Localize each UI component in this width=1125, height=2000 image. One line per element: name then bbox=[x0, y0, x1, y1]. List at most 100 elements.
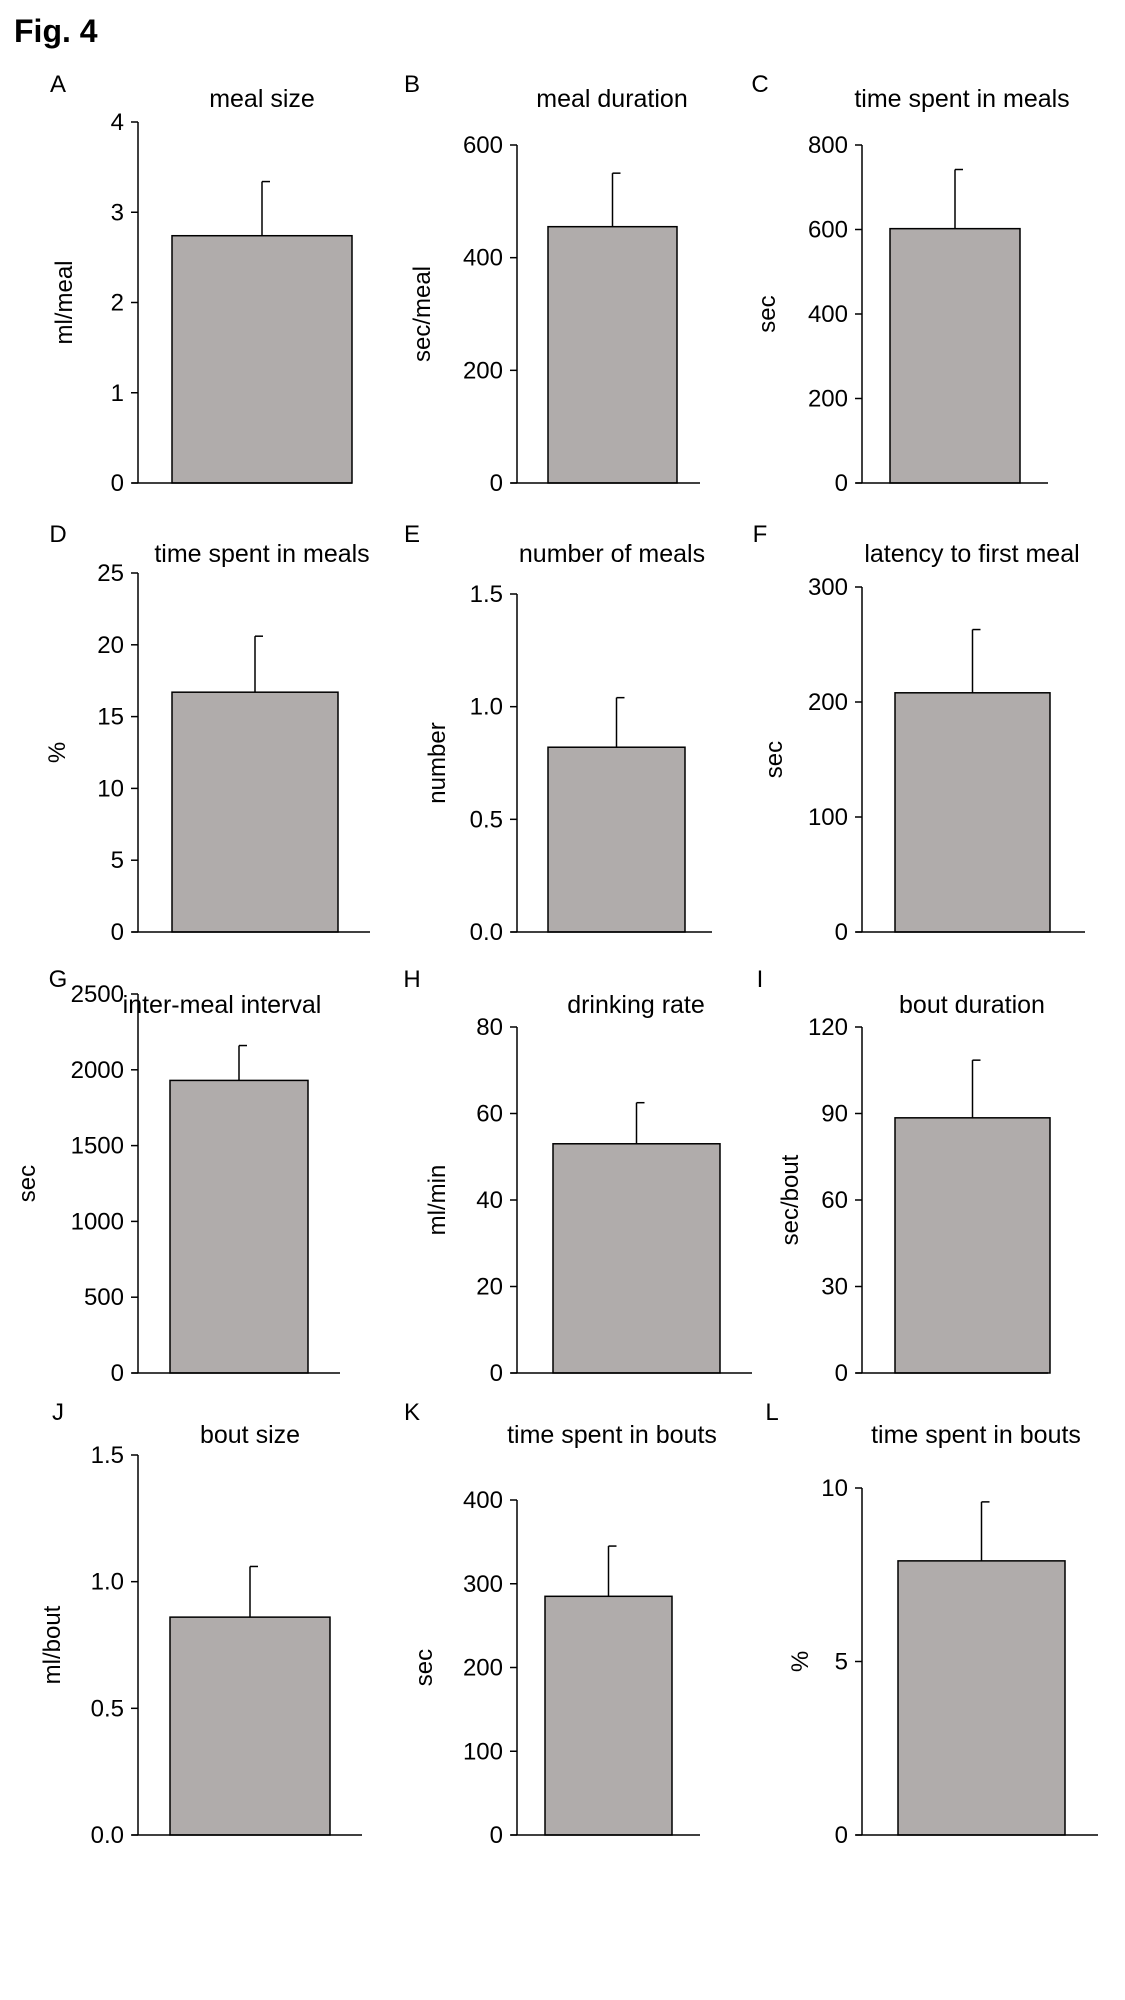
panel-letter: C bbox=[751, 71, 768, 98]
y-tick-label: 200 bbox=[463, 357, 503, 384]
y-tick-label: 0 bbox=[835, 470, 848, 497]
panel-letter: H bbox=[403, 966, 420, 993]
bar bbox=[552, 1143, 721, 1374]
panel-title: meal size bbox=[209, 85, 315, 113]
y-tick-label: 80 bbox=[476, 1014, 503, 1041]
y-tick-label: 25 bbox=[97, 560, 124, 587]
y-tick-label: 1.5 bbox=[91, 1442, 124, 1469]
bar bbox=[894, 692, 1051, 933]
bar bbox=[171, 691, 339, 933]
y-axis-label: sec/bout bbox=[777, 1154, 804, 1245]
y-tick-label: 100 bbox=[808, 804, 848, 831]
panel-title: meal duration bbox=[536, 85, 687, 113]
panel-title: bout duration bbox=[899, 991, 1045, 1019]
y-tick-label: 60 bbox=[821, 1187, 848, 1214]
y-tick-label: 200 bbox=[808, 386, 848, 413]
y-tick-label: 4 bbox=[111, 109, 124, 136]
y-tick-label: 10 bbox=[821, 1475, 848, 1502]
bar bbox=[169, 1616, 331, 1836]
panel-letter: B bbox=[404, 71, 420, 98]
panel-title: time spent in meals bbox=[854, 85, 1069, 113]
y-tick-label: 90 bbox=[821, 1101, 848, 1128]
panel-letter: G bbox=[49, 966, 68, 993]
y-tick-label: 20 bbox=[97, 632, 124, 659]
y-tick-label: 2000 bbox=[71, 1057, 124, 1084]
y-tick-label: 3 bbox=[111, 199, 124, 226]
panel-title: time spent in bouts bbox=[507, 1421, 717, 1449]
y-tick-label: 100 bbox=[463, 1738, 503, 1765]
y-tick-label: 10 bbox=[97, 775, 124, 802]
y-axis-label: % bbox=[44, 742, 71, 763]
y-tick-label: 2500 bbox=[71, 981, 124, 1008]
y-tick-label: 300 bbox=[463, 1571, 503, 1598]
y-tick-label: 600 bbox=[808, 217, 848, 244]
y-tick-label: 0.5 bbox=[470, 806, 503, 833]
y-tick-label: 30 bbox=[821, 1274, 848, 1301]
y-tick-label: 1.5 bbox=[470, 581, 503, 608]
y-tick-label: 0 bbox=[490, 470, 503, 497]
bar bbox=[889, 227, 1021, 484]
panel-title: drinking rate bbox=[567, 991, 705, 1019]
y-axis-label: sec bbox=[761, 741, 788, 778]
panel-title: latency to first meal bbox=[864, 540, 1079, 568]
y-tick-label: 0 bbox=[490, 1822, 503, 1849]
y-tick-label: 15 bbox=[97, 704, 124, 731]
panel-letter: L bbox=[765, 1399, 778, 1426]
y-axis-label: sec bbox=[754, 295, 781, 332]
panel-title: inter-meal interval bbox=[123, 991, 322, 1019]
y-tick-label: 400 bbox=[808, 301, 848, 328]
y-tick-label: 0 bbox=[111, 1360, 124, 1387]
y-tick-label: 200 bbox=[808, 689, 848, 716]
panel-title: time spent in bouts bbox=[871, 1421, 1081, 1449]
y-tick-label: 200 bbox=[463, 1655, 503, 1682]
bar bbox=[169, 1079, 309, 1374]
y-tick-label: 500 bbox=[84, 1284, 124, 1311]
bar bbox=[547, 746, 686, 933]
panel-letter: F bbox=[753, 521, 768, 548]
y-axis-label: sec bbox=[14, 1165, 41, 1202]
bar bbox=[544, 1595, 673, 1836]
y-tick-label: 1.0 bbox=[91, 1569, 124, 1596]
figure-label: Fig. 4 bbox=[14, 13, 98, 49]
y-tick-label: 800 bbox=[808, 132, 848, 159]
y-tick-label: 5 bbox=[835, 1649, 848, 1676]
y-tick-label: 60 bbox=[476, 1101, 503, 1128]
y-tick-label: 1 bbox=[111, 380, 124, 407]
y-tick-label: 1000 bbox=[71, 1208, 124, 1235]
y-tick-label: 2 bbox=[111, 290, 124, 317]
panel-title: number of meals bbox=[519, 540, 705, 568]
y-tick-label: 20 bbox=[476, 1274, 503, 1301]
bar bbox=[171, 234, 353, 484]
y-axis-label: ml/meal bbox=[51, 260, 78, 344]
y-tick-label: 0.0 bbox=[91, 1822, 124, 1849]
panel-letter: J bbox=[52, 1399, 64, 1426]
bar bbox=[894, 1117, 1051, 1374]
y-tick-label: 120 bbox=[808, 1014, 848, 1041]
y-axis-label: % bbox=[787, 1651, 814, 1672]
panel-letter: D bbox=[49, 521, 66, 548]
panel-title: bout size bbox=[200, 1421, 300, 1449]
y-axis-label: number bbox=[424, 722, 451, 803]
y-tick-label: 400 bbox=[463, 245, 503, 272]
y-tick-label: 0 bbox=[835, 1822, 848, 1849]
y-axis-label: ml/min bbox=[424, 1165, 451, 1236]
bar bbox=[897, 1560, 1066, 1836]
y-tick-label: 40 bbox=[476, 1187, 503, 1214]
y-tick-label: 0 bbox=[835, 919, 848, 946]
y-tick-label: 0.0 bbox=[470, 919, 503, 946]
y-axis-label: sec bbox=[411, 1649, 438, 1686]
